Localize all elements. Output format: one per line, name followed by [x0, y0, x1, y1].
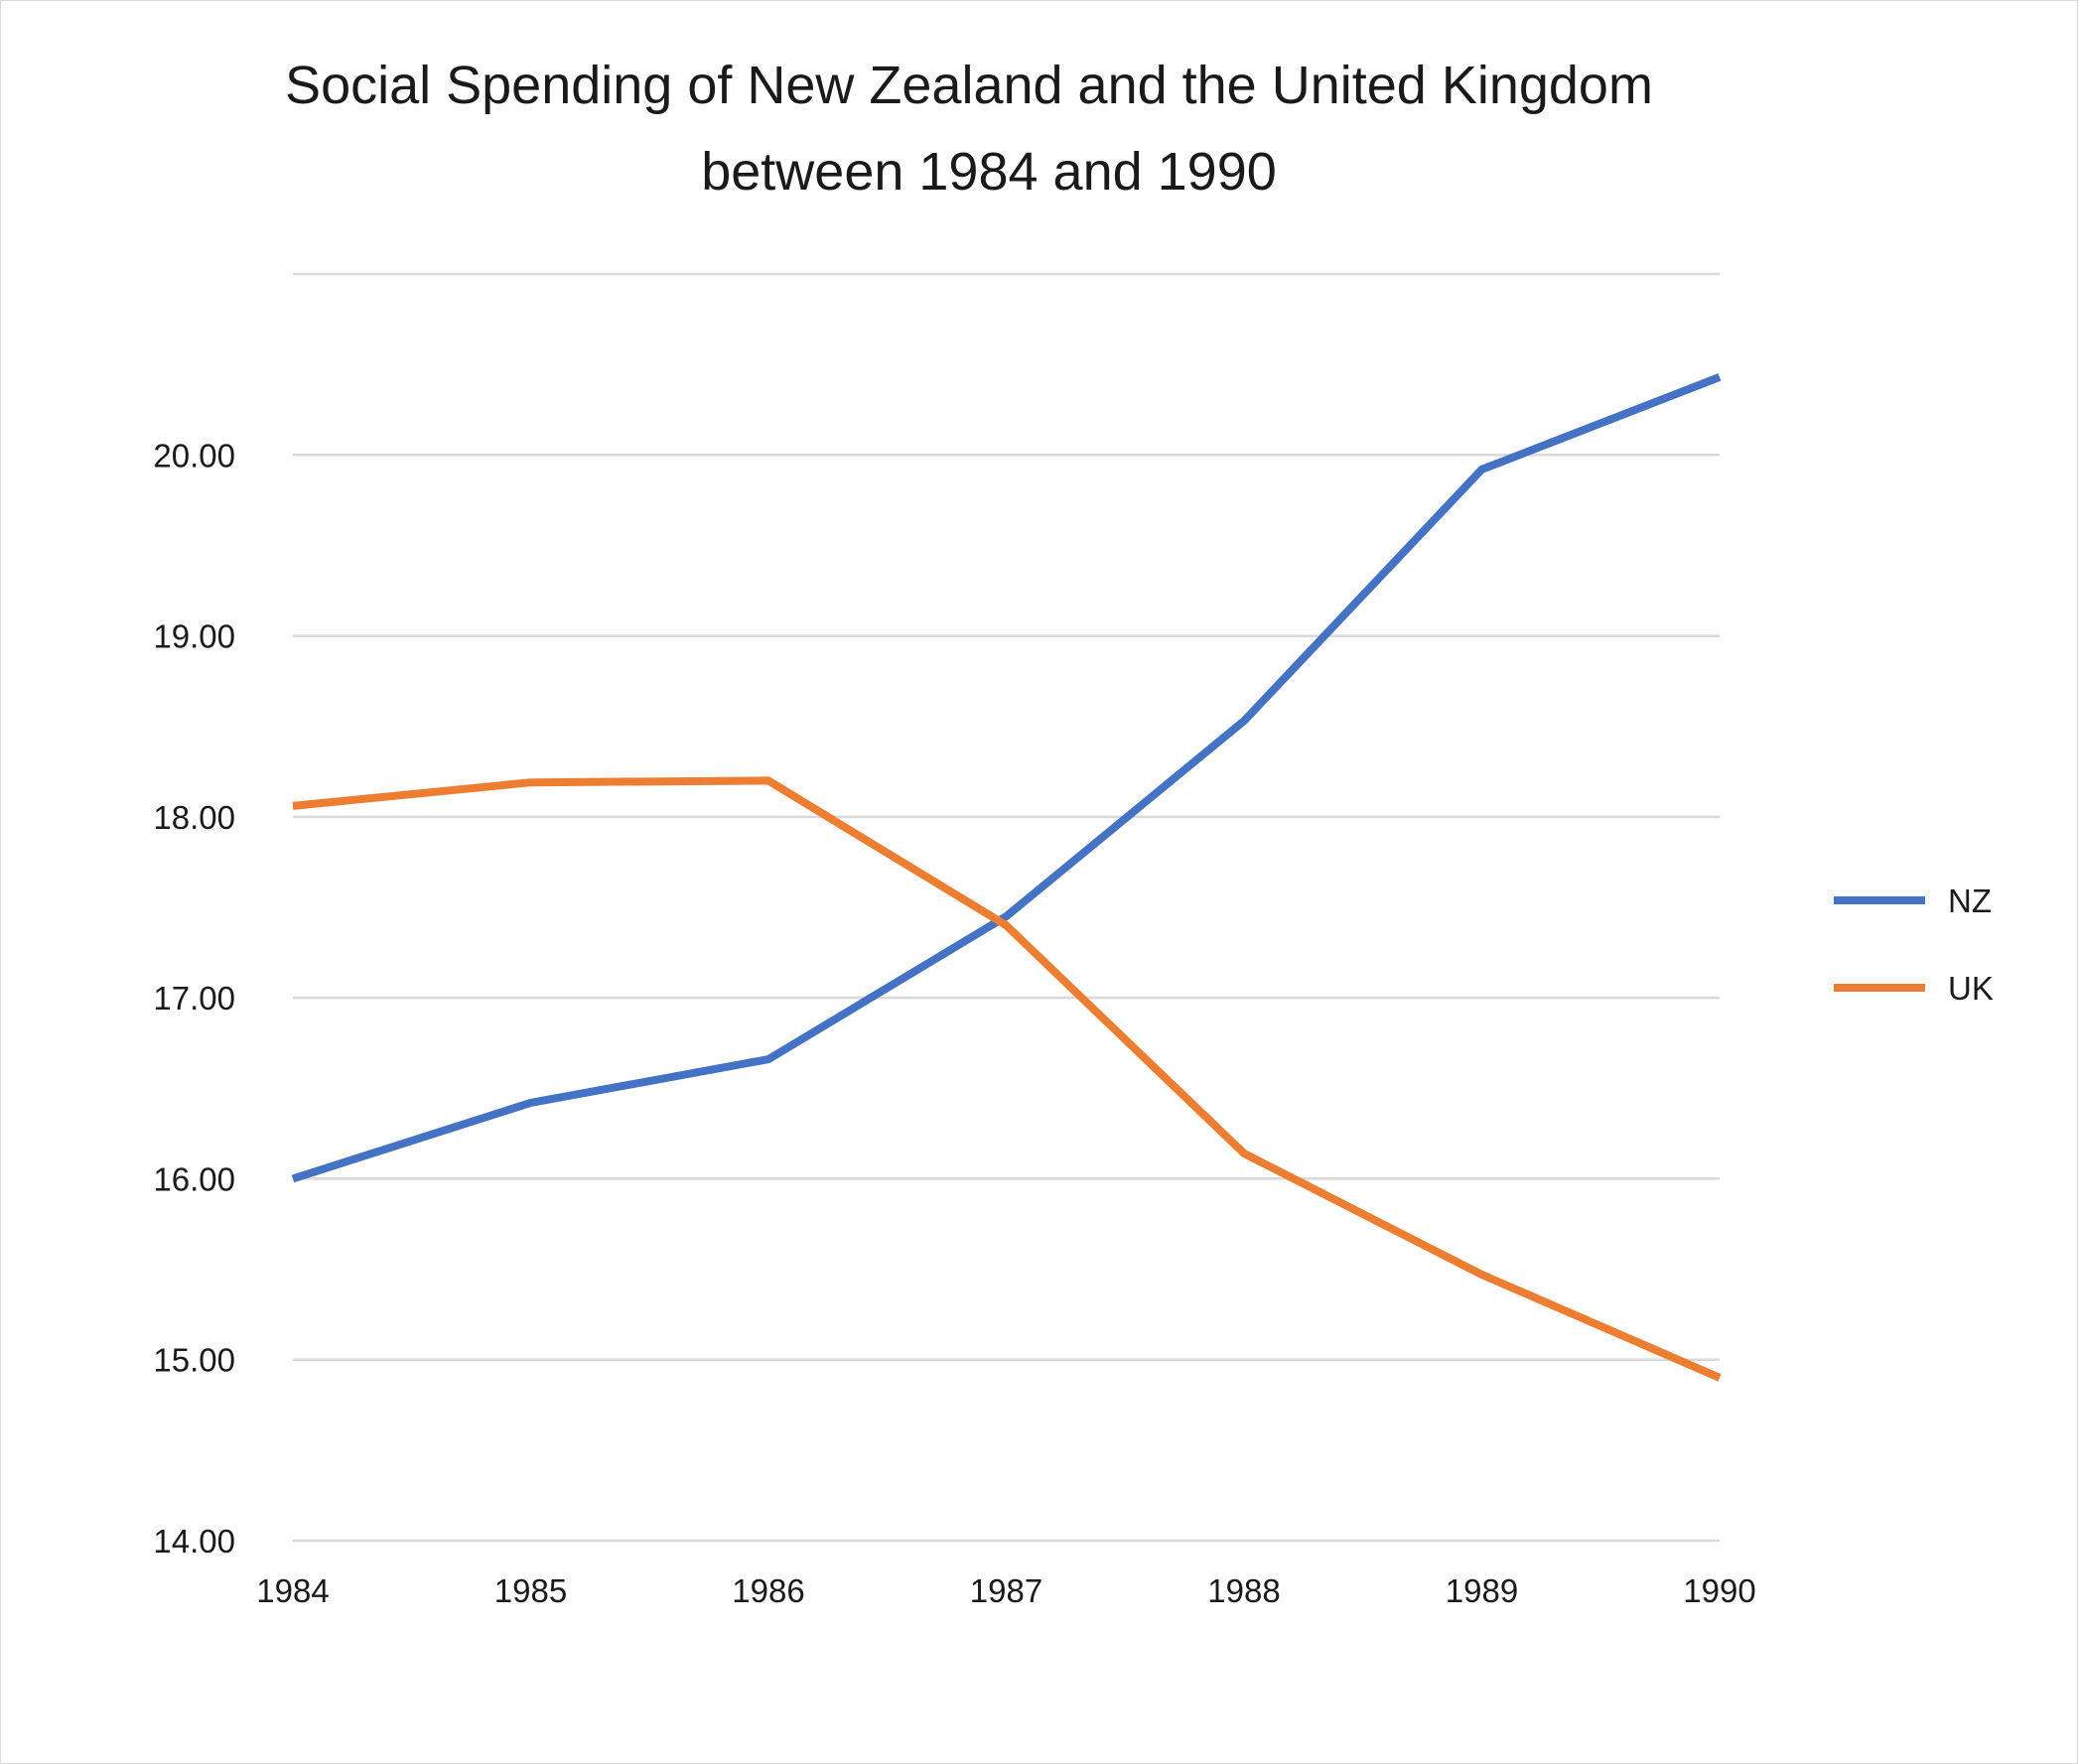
y-tick-label: 15.00	[153, 1342, 235, 1379]
x-tick-label: 1984	[256, 1572, 329, 1609]
legend-label-nz: NZ	[1948, 882, 1992, 919]
y-tick-label: 18.00	[153, 799, 235, 836]
x-tick-label: 1985	[494, 1572, 567, 1609]
legend-label-uk: UK	[1948, 970, 1994, 1007]
y-tick-label: 14.00	[153, 1523, 235, 1560]
x-tick-label: 1989	[1446, 1572, 1518, 1609]
x-axis-tick-labels: 1984 1985 1986 1987 1988 1989 1990	[256, 1572, 1755, 1609]
series-line-uk	[292, 776, 1722, 1382]
x-tick-label: 1988	[1207, 1572, 1280, 1609]
legend: NZ UK	[1834, 882, 1994, 1007]
y-tick-label: 17.00	[153, 980, 235, 1017]
x-tick-label: 1990	[1683, 1572, 1755, 1609]
chart-title-line-2: between 1984 and 1990	[701, 142, 1277, 202]
chart-title: Social Spending of New Zealand and the U…	[285, 56, 1653, 202]
y-tick-label: 20.00	[153, 437, 235, 474]
x-tick-label: 1986	[732, 1572, 804, 1609]
x-tick-label: 1987	[970, 1572, 1042, 1609]
y-axis-tick-labels: 14.00 15.00 16.00 17.00 18.00 19.00 20.00	[153, 437, 235, 1560]
series-lines	[291, 373, 1722, 1382]
chart-title-line-1: Social Spending of New Zealand and the U…	[285, 56, 1653, 115]
y-tick-label: 19.00	[153, 618, 235, 655]
series-line-nz	[291, 373, 1722, 1183]
gridlines	[293, 272, 1720, 1543]
y-tick-label: 16.00	[153, 1160, 235, 1197]
